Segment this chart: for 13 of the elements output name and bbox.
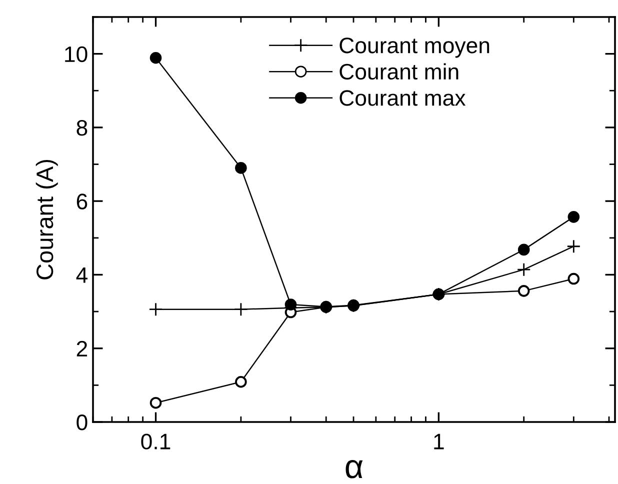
legend-label: Courant max bbox=[340, 90, 466, 106]
legend-label: Courant min bbox=[340, 63, 458, 80]
y-tick-label: 8 bbox=[76, 120, 88, 136]
y-tick-label: 0 bbox=[76, 414, 88, 430]
y-tick-label: 10 bbox=[65, 46, 88, 62]
y-axis-title: Courant (A) bbox=[36, 160, 58, 280]
x-tick-label: 0.1 bbox=[141, 434, 170, 450]
y-tick-label: 6 bbox=[76, 194, 88, 210]
x-axis-title: α bbox=[346, 460, 363, 478]
y-tick-label: 2 bbox=[76, 340, 88, 356]
y-tick-label: 4 bbox=[76, 267, 88, 283]
x-tick-label: 1 bbox=[434, 434, 444, 450]
legend-label: Courant moyen bbox=[340, 38, 490, 58]
